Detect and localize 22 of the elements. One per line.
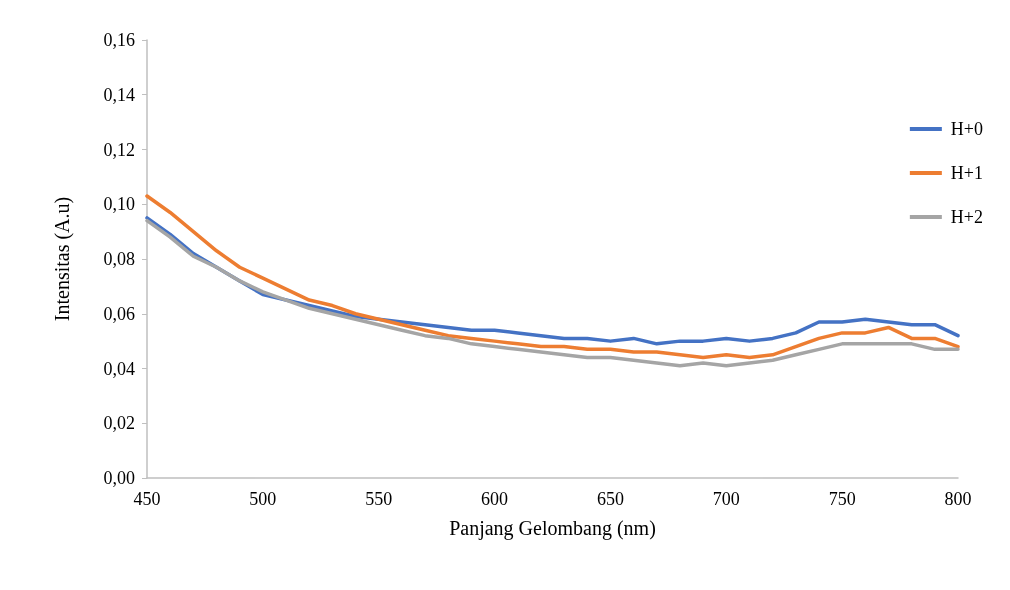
- x-tick-label: 600: [481, 489, 509, 509]
- x-tick-label: 800: [944, 489, 972, 509]
- y-tick-label: 0,16: [103, 30, 135, 50]
- x-tick-label: 550: [365, 489, 393, 509]
- y-tick-label: 0,10: [103, 194, 135, 215]
- y-tick-label: 0,14: [103, 84, 135, 105]
- legend-label: H+2: [950, 207, 984, 227]
- y-axis-title: Intensitas (A.u): [51, 196, 74, 322]
- x-tick-label: 500: [249, 489, 277, 509]
- y-tick-label: 0,00: [103, 468, 135, 488]
- legend-label: H+0: [950, 119, 984, 139]
- y-tick-label: 0,12: [103, 139, 135, 160]
- x-tick-label: 450: [133, 489, 161, 509]
- x-tick-label: 750: [828, 489, 856, 509]
- y-tick-label: 0,02: [103, 413, 135, 434]
- y-tick-label: 0,04: [103, 358, 135, 379]
- y-tick-label: 0,06: [103, 303, 135, 324]
- y-tick-label: 0,08: [103, 249, 135, 269]
- x-axis-title: Panjang Gelombang (nm): [449, 517, 656, 540]
- x-tick-label: 700: [712, 489, 740, 509]
- legend-label: H+1: [950, 163, 984, 183]
- x-tick-label: 650: [596, 489, 624, 509]
